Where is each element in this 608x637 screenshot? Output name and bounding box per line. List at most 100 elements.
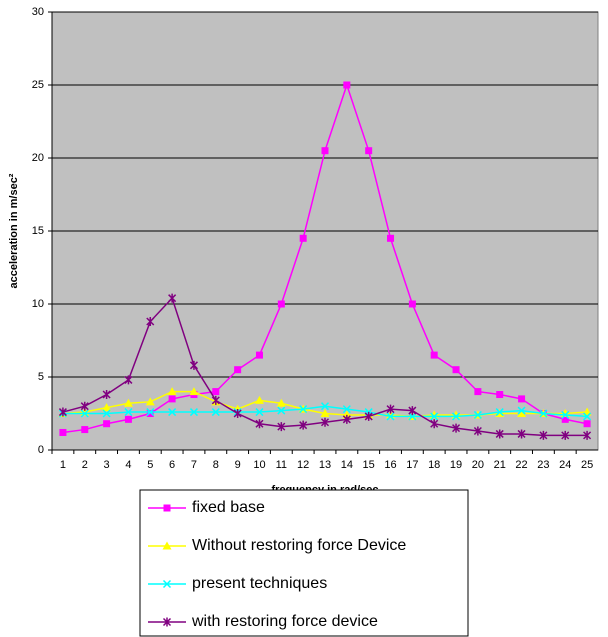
data-point [452,366,460,374]
data-point [102,403,112,412]
data-point [168,293,177,303]
data-point [408,300,416,308]
data-point [146,317,155,327]
data-point [408,406,417,416]
data-point [299,234,307,242]
legend-label: present techniques [192,575,327,592]
data-point [495,408,504,417]
data-point [254,395,264,404]
y-tick-label: 15 [32,225,44,237]
data-point [102,409,111,418]
data-point [277,406,286,415]
data-point [386,404,395,414]
x-tick-label: 3 [104,459,110,471]
x-tick-label: 22 [515,459,527,471]
data-point [320,409,330,417]
data-point [517,409,527,417]
data-point [320,402,330,411]
legend-label: with restoring force device [191,613,378,630]
data-point [103,420,111,428]
data-point [234,366,242,374]
data-point [58,407,67,417]
data-point [123,398,133,407]
legend-marker [162,617,172,627]
data-point [255,419,264,429]
x-tick-label: 7 [191,459,197,471]
data-point [211,395,220,405]
data-point [168,408,177,417]
data-point [517,406,526,415]
data-point [211,408,220,417]
x-tick-label: 24 [559,459,571,471]
data-point [364,411,373,421]
data-point [342,414,351,424]
y-tick-label: 0 [38,444,44,456]
x-tick-label: 17 [406,459,418,471]
data-point [124,375,133,385]
data-point [189,408,198,417]
x-tick-label: 2 [82,459,88,471]
x-tick-label: 23 [537,459,549,471]
data-point [495,429,504,439]
data-point [473,426,482,436]
data-point [59,428,67,436]
legend-marker [162,541,172,550]
legend-marker [163,504,171,512]
y-tick-label: 30 [32,6,44,18]
x-tick-label: 1 [60,459,66,471]
data-point [561,415,569,423]
data-point [473,410,482,419]
data-point [80,401,89,411]
data-point [408,412,417,421]
data-point [212,388,220,396]
x-tick-label: 13 [319,459,331,471]
y-tick-label: 25 [32,79,44,91]
data-point [452,412,461,421]
data-point [189,387,199,396]
data-point [277,300,285,308]
legend [139,489,469,637]
data-point [474,388,482,396]
data-point [430,419,439,429]
data-point [583,420,591,428]
data-point [145,397,155,406]
y-tick-label: 5 [38,371,44,383]
x-tick-label: 8 [213,459,219,471]
data-point [81,426,89,434]
x-tick-label: 14 [341,459,353,471]
data-point [561,410,570,419]
data-point [539,409,548,418]
data-point [255,408,264,417]
data-point [365,147,373,155]
data-point [561,430,570,440]
x-tick-label: 9 [235,459,241,471]
data-point [342,405,351,414]
data-point [277,422,286,432]
data-point [299,405,308,414]
data-point [518,395,526,403]
data-point [168,395,176,403]
y-tick-label: 10 [32,298,44,310]
x-tick-label: 20 [472,459,484,471]
data-point [299,420,308,430]
x-tick-label: 11 [276,459,287,471]
data-point [430,412,439,421]
data-point [386,412,395,421]
x-tick-label: 6 [169,459,175,471]
data-point [102,390,111,400]
data-point [255,351,263,359]
data-point [496,391,504,399]
data-point [189,360,198,370]
data-point [583,430,592,440]
legend-label: fixed base [192,499,265,516]
x-tick-label: 5 [147,459,153,471]
data-point [320,417,330,427]
x-tick-label: 4 [125,459,131,471]
data-point [387,234,395,242]
data-point [124,415,132,423]
x-tick-label: 18 [428,459,440,471]
legend-label: Without restoring force Device [192,537,406,554]
y-tick-label: 20 [32,152,44,164]
x-tick-label: 16 [384,459,396,471]
